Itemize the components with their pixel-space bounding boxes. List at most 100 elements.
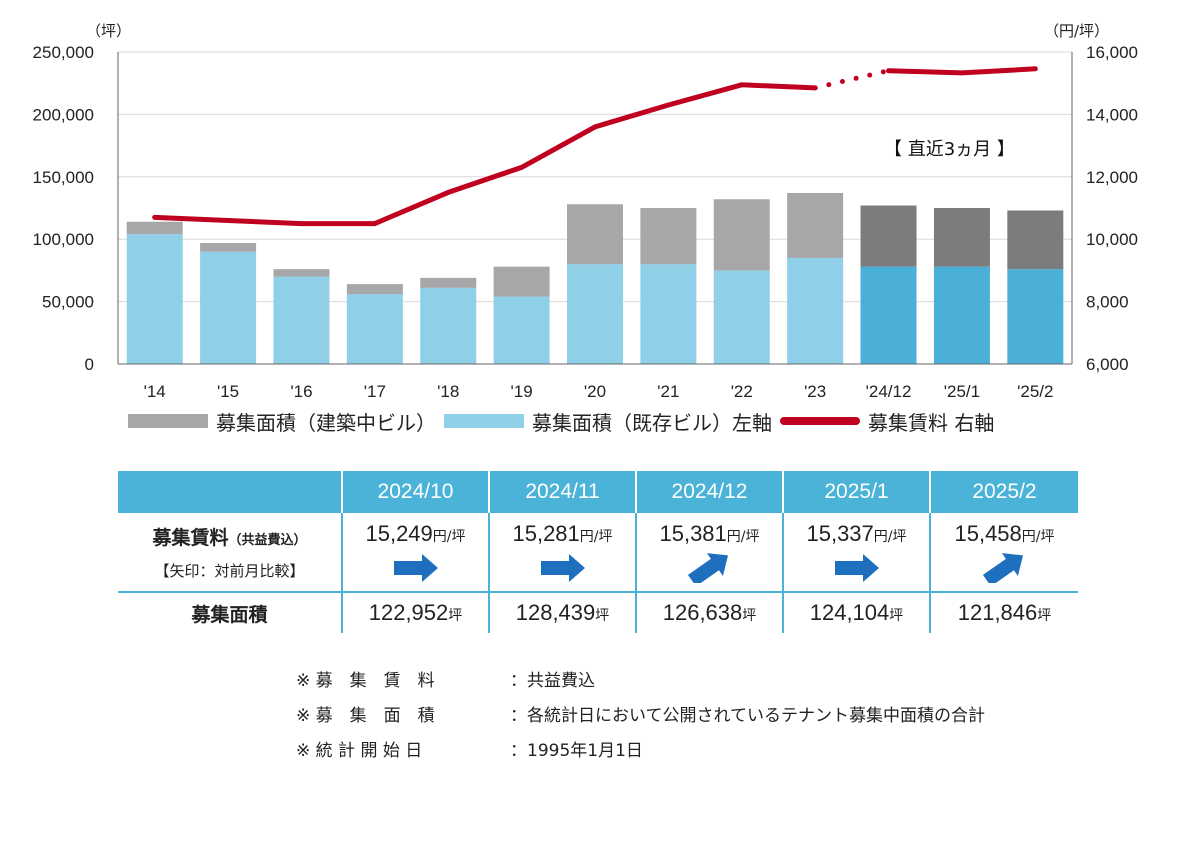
- area-unit: 坪: [595, 608, 610, 624]
- rent-value: 15,249: [365, 521, 433, 546]
- x-tick-label: '16: [290, 382, 312, 400]
- left-axis-tick-label: 0: [85, 355, 94, 374]
- bar-existing: [1007, 269, 1064, 364]
- left-axis-tick-label: 100,000: [33, 230, 94, 249]
- legend-rent-swatch: [780, 417, 860, 425]
- bar-existing: [126, 234, 183, 364]
- area-value: 128,439: [515, 600, 596, 625]
- area-value: 121,846: [957, 600, 1038, 625]
- right-axis-tick-label: 6,000: [1086, 355, 1129, 374]
- axes: 0 6,000 50,000 8,000 100,000 10,000 150,000 12,…: [33, 43, 1138, 400]
- arrow-up-right-icon: [687, 553, 728, 583]
- bar-existing: [493, 296, 550, 364]
- legend-existing-label: 募集面積（既存ビル）左軸: [532, 410, 772, 435]
- bar-construction: [713, 199, 770, 271]
- area-value: 122,952: [368, 600, 449, 625]
- area-cell: 122,952坪: [341, 591, 489, 633]
- right-axis-tick-label: 14,000: [1086, 105, 1138, 124]
- bar-construction: [787, 193, 844, 258]
- area-cell: 126,638坪: [635, 591, 783, 633]
- header-blank: [118, 471, 342, 513]
- legend-existing: 募集面積（既存ビル）左軸: [444, 407, 772, 436]
- rent-line-gap: [812, 68, 891, 91]
- bar-existing: [787, 257, 844, 364]
- recent-3-months-annotation: 【 直近3ヵ月 】: [884, 139, 1015, 160]
- x-tick-label: '17: [364, 382, 386, 400]
- bar-existing: [200, 251, 257, 364]
- month-header: 2025/2: [929, 471, 1078, 513]
- right-axis-tick-label: 16,000: [1086, 43, 1138, 62]
- rent-row-header: 募集賃料（共益費込） 【矢印：対前月比較】: [118, 513, 342, 592]
- bar-existing: [567, 264, 623, 364]
- bar-existing: [273, 276, 330, 364]
- area-row-header: 募集面積: [118, 591, 342, 633]
- left-axis-tick-label: 250,000: [33, 43, 94, 62]
- right-axis-unit: （円/坪）: [1044, 22, 1109, 40]
- month-header: 2024/10: [341, 471, 489, 513]
- x-tick-label: '25/1: [944, 382, 980, 400]
- bar-construction: [933, 208, 990, 267]
- rent-value: 15,281: [512, 521, 580, 546]
- x-tick-label: '22: [731, 382, 753, 400]
- area-unit: 坪: [742, 608, 757, 624]
- area-row-title: 募集面積: [191, 603, 268, 626]
- summary-table: 2024/10 2024/11 2024/12 2025/1 2025/2 募集…: [118, 471, 1078, 633]
- legend-construction-label: 募集面積（建築中ビル）: [216, 410, 436, 435]
- footnotes: ※ 募 集 賃 料：共益費込 ※ 募 集 面 積：各統計日において公開されている…: [296, 664, 985, 769]
- left-axis-tick-label: 200,000: [33, 105, 94, 124]
- rent-cell: 15,249円/坪: [341, 513, 489, 592]
- rent-cell: 15,381円/坪: [635, 513, 783, 592]
- arrow-right-icon: [393, 554, 438, 582]
- legend: 募集面積（建築中ビル） 募集面積（既存ビル）左軸 募集賃料 右軸: [128, 404, 1002, 438]
- bar-construction: [860, 205, 917, 267]
- rent-line: [152, 66, 1038, 227]
- rent-unit: 円/坪: [579, 529, 613, 545]
- arrow-up-right-icon: [982, 553, 1023, 583]
- rent-cell: 15,281円/坪: [488, 513, 636, 592]
- right-axis-tick-label: 8,000: [1086, 293, 1129, 312]
- rent-line-annual: [152, 82, 818, 227]
- header-row: 2024/10 2024/11 2024/12 2025/1 2025/2: [118, 471, 1078, 513]
- rent-line-recent: [886, 66, 1038, 76]
- rent-unit: 円/坪: [432, 529, 466, 545]
- month-header: 2025/1: [782, 471, 930, 513]
- rent-unit: 円/坪: [873, 529, 907, 545]
- bar-existing: [420, 287, 477, 364]
- rent-row-title: 募集賃料（共益費込）: [152, 527, 307, 549]
- arrow-right-icon: [834, 554, 879, 582]
- x-tick-label: '19: [511, 382, 533, 400]
- right-axis-tick-label: 10,000: [1086, 230, 1138, 249]
- legend-construction: 募集面積（建築中ビル）: [128, 407, 436, 436]
- rent-cell: 15,337円/坪: [782, 513, 930, 592]
- x-tick-label: '24/12: [866, 382, 912, 400]
- rent-value: 15,458: [954, 521, 1022, 546]
- bars: [126, 193, 1064, 364]
- legend-existing-swatch: [444, 414, 524, 428]
- rent-unit: 円/坪: [726, 529, 760, 545]
- x-tick-label: '20: [584, 382, 606, 400]
- area-row: 募集面積 122,952坪 128,439坪 126,638坪 124,104坪…: [118, 591, 1078, 633]
- area-unit: 坪: [448, 608, 463, 624]
- area-cell: 121,846坪: [929, 591, 1078, 633]
- area-value: 126,638: [662, 600, 743, 625]
- bar-construction: [200, 242, 257, 252]
- area-cell: 128,439坪: [488, 591, 636, 633]
- bar-construction: [420, 277, 477, 288]
- left-axis-tick-label: 50,000: [42, 293, 94, 312]
- x-tick-label: '14: [144, 382, 166, 400]
- x-tick-label: '25/2: [1017, 382, 1053, 400]
- bar-construction: [126, 221, 183, 235]
- legend-construction-swatch: [128, 414, 208, 428]
- bar-construction: [346, 284, 403, 295]
- x-tick-label: '21: [657, 382, 679, 400]
- rent-unit: 円/坪: [1021, 529, 1055, 545]
- x-tick-label: '15: [217, 382, 239, 400]
- legend-rent-label: 募集賃料 右軸: [868, 410, 995, 435]
- footnote: ※ 募 集 面 積：各統計日において公開されているテナント募集中面積の合計: [296, 706, 985, 726]
- month-header: 2024/12: [635, 471, 783, 513]
- rent-row-subtitle: （共益費込）: [228, 533, 307, 548]
- footnote: ※ 統 計 開 始 日：1995年1月1日: [296, 741, 643, 761]
- x-tick-label: '18: [437, 382, 459, 400]
- right-axis-tick-label: 12,000: [1086, 168, 1138, 187]
- left-axis-tick-label: 150,000: [33, 168, 94, 187]
